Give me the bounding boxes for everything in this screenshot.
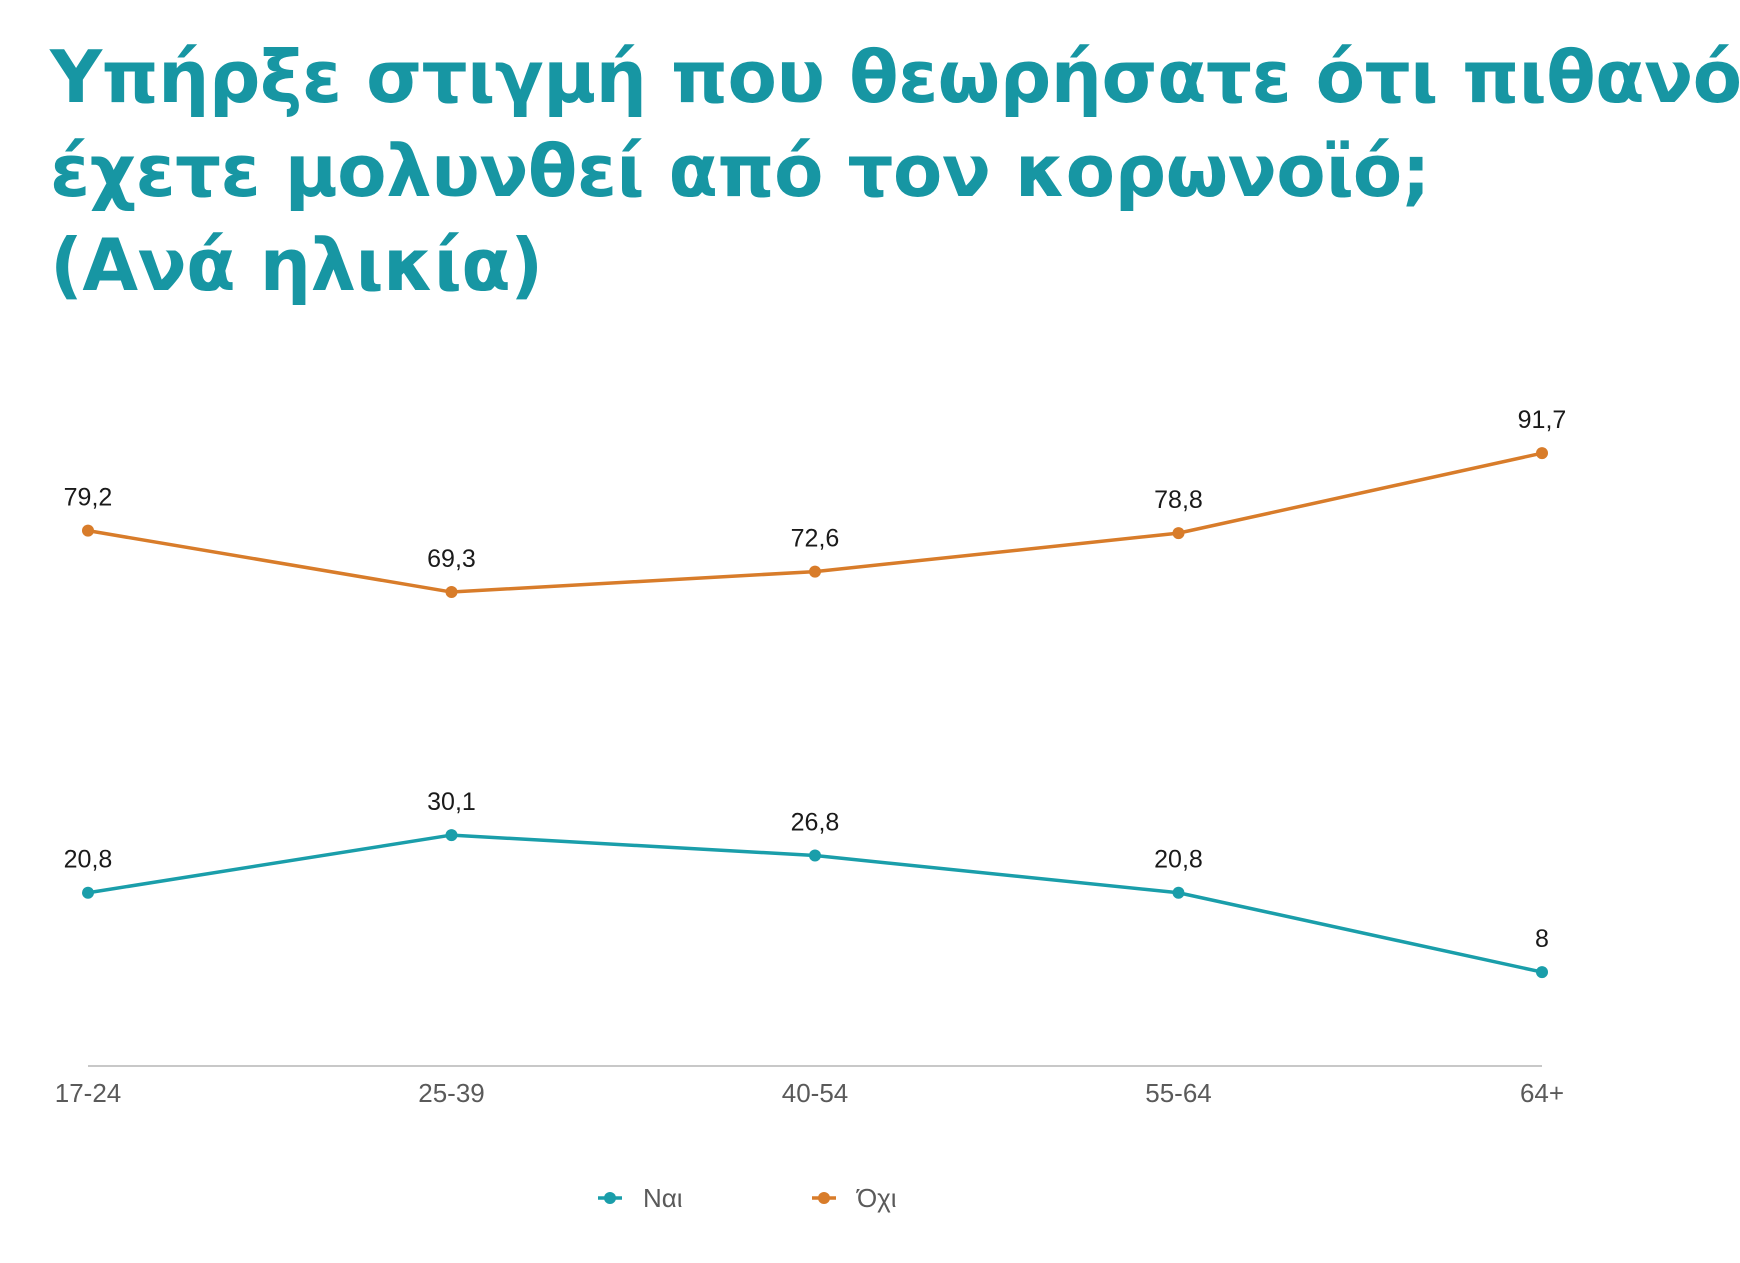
- x-tick-label: 55-64: [1145, 1078, 1212, 1108]
- data-point: [82, 524, 94, 537]
- legend: Ναι Όχι: [598, 1183, 897, 1213]
- series-oxi: 79,2 69,3 72,6 78,8 91,7: [64, 406, 1567, 599]
- series-nai: 20,8 30,1 26,8 20,8 8: [64, 788, 1549, 979]
- data-label: 69,3: [427, 545, 476, 573]
- legend-swatch-dot: [604, 1192, 616, 1204]
- data-label: 78,8: [1154, 486, 1203, 514]
- x-tick-label: 17-24: [55, 1078, 122, 1108]
- data-label: 26,8: [791, 809, 840, 837]
- data-point: [445, 829, 458, 842]
- data-point: [809, 849, 821, 862]
- data-point: [1172, 527, 1185, 540]
- data-point: [1172, 886, 1185, 899]
- data-label: 30,1: [427, 788, 476, 816]
- x-axis: 17-24 25-39 40-54 55-64 64+: [55, 1065, 1564, 1108]
- data-point: [445, 586, 458, 599]
- data-point: [82, 886, 94, 899]
- legend-label: Όχι: [856, 1183, 897, 1213]
- chart-title-line-1: Υπήρξε στιγμή που θεωρήσατε ότι πιθανόν: [50, 35, 1740, 119]
- x-tick-label: 64+: [1520, 1078, 1564, 1108]
- data-label: 20,8: [64, 846, 113, 874]
- chart-title-line-3: (Ανά ηλικία): [50, 223, 543, 307]
- data-label: 72,6: [791, 525, 840, 553]
- data-label: 91,7: [1518, 406, 1567, 434]
- data-label: 8: [1535, 925, 1549, 953]
- legend-swatch-dot: [818, 1192, 830, 1204]
- data-label: 79,2: [64, 484, 113, 512]
- chart-title: Υπήρξε στιγμή που θεωρήσατε ότι πιθανόν …: [50, 30, 1740, 312]
- legend-label: Ναι: [643, 1183, 683, 1213]
- legend-item-oxi: Όχι: [812, 1183, 897, 1213]
- data-point: [1536, 447, 1548, 460]
- data-point: [809, 565, 821, 578]
- chart-title-line-2: έχετε μολυνθεί από τον κορωνοϊό;: [50, 129, 1431, 213]
- data-label: 20,8: [1154, 846, 1203, 874]
- data-point: [1536, 966, 1548, 979]
- legend-item-nai: Ναι: [598, 1183, 683, 1213]
- x-tick-label: 25-39: [418, 1078, 485, 1108]
- x-tick-label: 40-54: [782, 1078, 849, 1108]
- series-layer: 20,8 30,1 26,8 20,8 8 79,2 69,3 72,6 78,8 91,7: [64, 406, 1567, 979]
